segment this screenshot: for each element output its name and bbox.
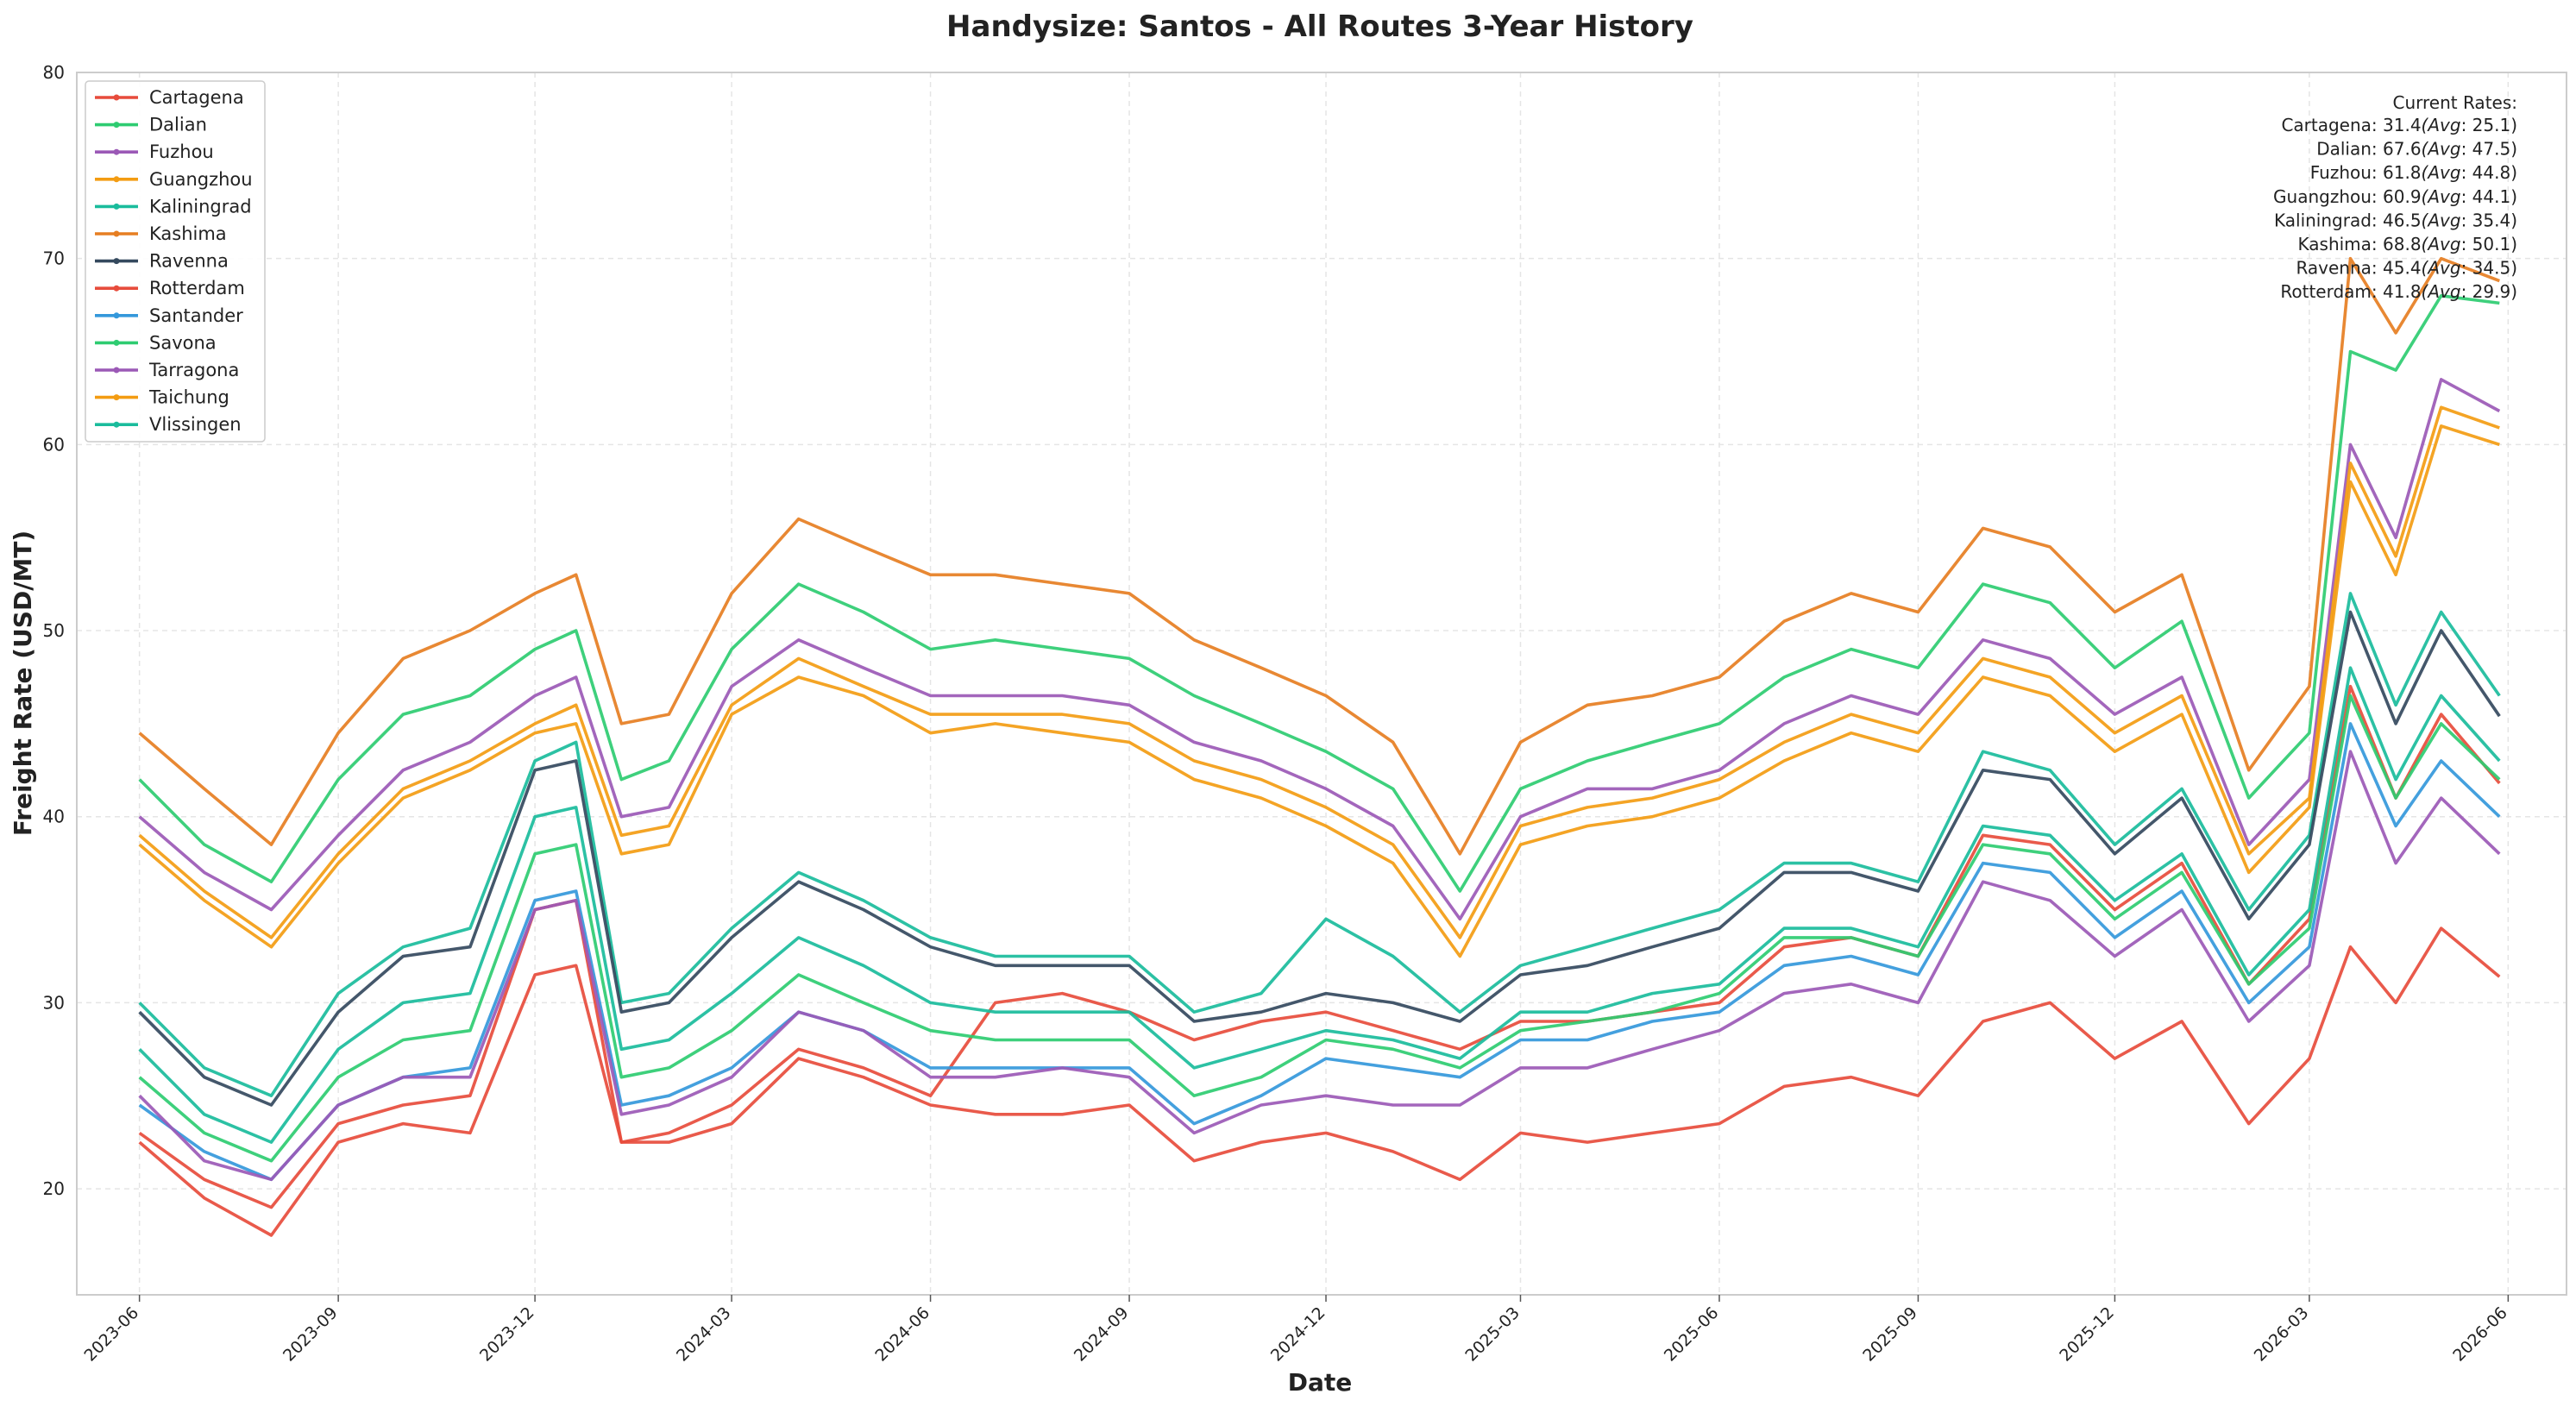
- y-axis-ticks: 20 30 40 50 60 70 80: [43, 62, 65, 1199]
- current-rate-line: Guangzhou: 60.9(Avg: 44.1): [2273, 186, 2517, 207]
- series-line-dalian: [138, 293, 2500, 893]
- legend-label: Kaliningrad: [149, 196, 252, 217]
- series-line-guangzhou: [138, 405, 2500, 939]
- y-tick-label: 40: [43, 807, 65, 827]
- current-rates-annotation: Current Rates: Cartagena: 31.4(Avg: 25.1…: [2273, 92, 2517, 302]
- series-line-tarragona: [138, 750, 2501, 1182]
- y-tick-label: 60: [43, 434, 65, 455]
- legend-marker: [113, 285, 120, 292]
- y-tick-label: 50: [43, 620, 65, 641]
- current-rate-line: Dalian: 67.6(Avg: 47.5): [2316, 139, 2517, 160]
- chart-title: Handysize: Santos - All Routes 3-Year Hi…: [946, 9, 1693, 44]
- current-rates-title: Current Rates:: [2393, 92, 2518, 113]
- legend-label: Cartagena: [149, 87, 244, 108]
- legend-label: Ravenna: [149, 251, 229, 272]
- legend-label: Rotterdam: [149, 278, 245, 298]
- y-tick-label: 70: [43, 248, 65, 269]
- legend-marker: [113, 203, 120, 210]
- legend-marker: [113, 421, 120, 428]
- legend-marker: [113, 94, 120, 101]
- y-tick-label: 20: [43, 1178, 65, 1199]
- legend-marker: [113, 339, 120, 346]
- current-rate-line: Kaliningrad: 46.5(Avg: 35.4): [2274, 210, 2517, 230]
- legend-label: Santander: [149, 305, 243, 326]
- legend-label: Tarragona: [148, 360, 239, 380]
- x-axis-label: Date: [1288, 1368, 1353, 1397]
- legend: Cartagena Dalian Fuzhou Guangzhou Kaliningra…: [85, 80, 266, 443]
- y-tick-label: 30: [43, 992, 65, 1013]
- series-line-fuzhou: [138, 378, 2501, 921]
- legend-label: Taichung: [148, 387, 229, 408]
- legend-box: [85, 80, 266, 443]
- legend-label: Fuzhou: [149, 141, 214, 162]
- current-rate-line: Fuzhou: 61.8(Avg: 44.8): [2310, 162, 2517, 183]
- series-line-kaliningrad: [138, 592, 2501, 1097]
- legend-label: Vlissingen: [149, 414, 242, 435]
- legend-marker: [113, 122, 120, 129]
- legend-marker: [113, 148, 120, 155]
- current-rate-line: Kashima: 68.8(Avg: 50.1): [2298, 234, 2518, 254]
- plot-frame: [76, 72, 2567, 1296]
- legend-marker: [113, 176, 120, 183]
- series-lines: [138, 256, 2501, 1237]
- legend-label: Kashima: [149, 223, 227, 244]
- series-line-ravenna: [138, 610, 2501, 1107]
- current-rate-line: Cartagena: 31.4(Avg: 25.1): [2281, 115, 2517, 135]
- series-line-cartagena: [138, 926, 2501, 1237]
- series-line-santander: [138, 722, 2501, 1182]
- legend-label: Savona: [149, 332, 217, 353]
- series-line-vlissingen: [138, 666, 2501, 1144]
- series-line-savona: [138, 694, 2501, 1163]
- current-rate-line: Ravenna: 45.4(Avg: 34.5): [2296, 258, 2517, 279]
- current-rate-line: Rotterdam: 41.8(Avg: 29.9): [2280, 281, 2517, 302]
- legend-marker: [113, 312, 120, 319]
- y-tick-label: 80: [43, 62, 65, 83]
- legend-marker: [113, 367, 120, 374]
- legend-marker: [113, 394, 120, 401]
- legend-marker: [113, 258, 120, 265]
- y-axis-label: Freight Rate (USD/MT): [9, 531, 37, 836]
- legend-label: Dalian: [149, 115, 207, 135]
- legend-marker: [113, 230, 120, 237]
- series-line-taichung: [138, 424, 2500, 958]
- legend-label: Guangzhou: [149, 169, 253, 190]
- series-line-kashima: [138, 256, 2500, 856]
